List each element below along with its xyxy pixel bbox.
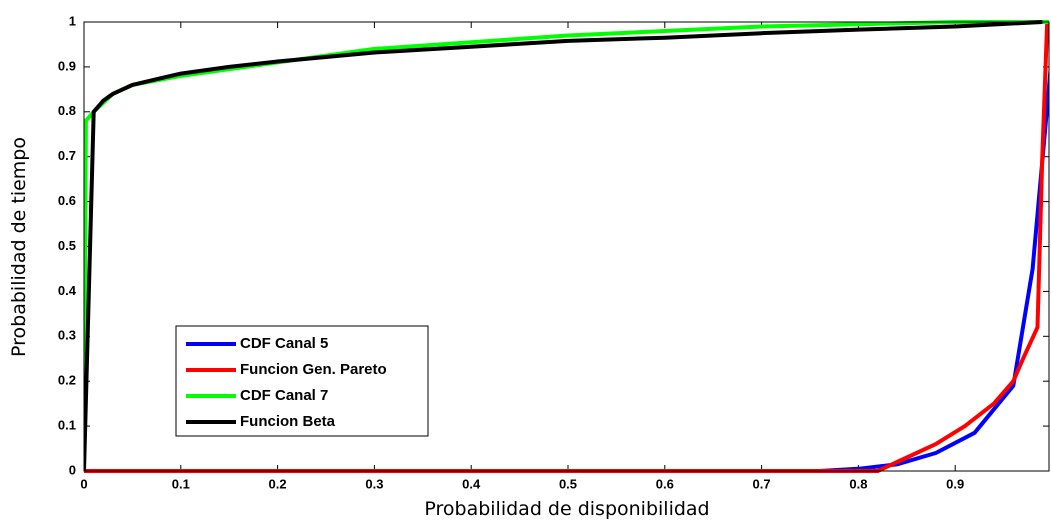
x-tick-label: 0.4 <box>462 476 481 491</box>
y-tick-label: 0.1 <box>58 418 76 433</box>
x-tick-label: 0.5 <box>559 476 577 491</box>
y-tick-label: 0.5 <box>58 238 76 253</box>
x-tick-label: 0.2 <box>269 476 287 491</box>
x-tick-label: 0 <box>80 476 87 491</box>
x-tick-label: 0.7 <box>753 476 771 491</box>
series-line <box>84 20 1043 472</box>
y-tick-label: 0.9 <box>58 58 76 73</box>
y-tick-label: 0.4 <box>58 283 77 298</box>
x-tick-label: 0.1 <box>172 476 190 491</box>
legend-label: CDF Canal 5 <box>240 335 328 352</box>
x-tick-label: 0.6 <box>656 476 674 491</box>
x-tick-label: 0.8 <box>849 476 867 491</box>
plot-frame <box>83 21 1050 472</box>
y-axis-label: Probabilidad de tiempo <box>8 137 30 357</box>
y-tick-label: 0 <box>69 462 76 477</box>
x-tick-label: 0.3 <box>365 476 383 491</box>
x-axis-label: Probabilidad de disponibilidad <box>424 498 709 520</box>
series-line <box>84 21 1049 473</box>
y-tick-label: 0.2 <box>58 373 76 388</box>
plot-area <box>84 20 1049 473</box>
y-tick-label: 0.3 <box>58 328 76 343</box>
y-tick-label: 0.6 <box>58 193 76 208</box>
x-tick-label: 0.9 <box>946 476 964 491</box>
y-tick-label: 0.7 <box>58 148 76 163</box>
legend-label: Funcion Beta <box>240 413 336 430</box>
y-tick-label: 1 <box>69 13 76 28</box>
legend-label: Funcion Gen. Pareto <box>240 361 387 378</box>
legend-label: CDF Canal 7 <box>240 387 328 404</box>
y-tick-label: 0.8 <box>58 103 76 118</box>
